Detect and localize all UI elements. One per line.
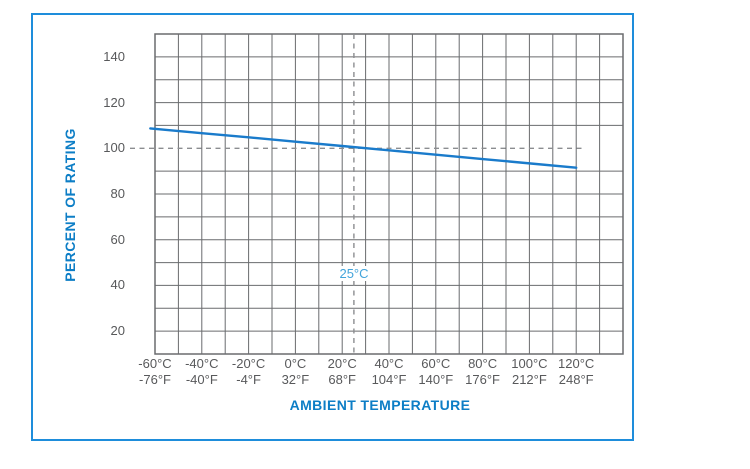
gridlines [154,33,624,355]
reference-lines [130,34,584,354]
x-tick-label-fahrenheit: 140°F [418,372,454,387]
y-tick-label: 80 [110,186,125,201]
reference-line-25c-label: 25°C [324,266,384,282]
x-tick-label-celsius: 80°C [468,356,498,371]
x-tick-label-fahrenheit: 248°F [558,372,594,387]
x-tick-label-celsius: 0°C [284,356,307,371]
x-tick-label-celsius: -40°C [185,356,219,371]
y-tick-label: 20 [110,323,125,339]
chart-frame [31,13,634,441]
x-tick-label-celsius: 120°C [558,356,595,371]
y-tick-label: 60 [110,231,125,247]
y-axis-title: PERCENT OF RATING [62,128,78,282]
x-tick-label-fahrenheit: 68°F [328,372,356,387]
x-tick-label-celsius: -60°C [138,356,172,371]
x-tick-label-fahrenheit: 212°F [511,372,547,387]
y-tick-label: 140 [103,48,125,64]
x-axis-title: AMBIENT TEMPERATURE [289,397,471,413]
reference-line-25c-label-text: 25°C [337,266,371,281]
x-tick-label-celsius: 100°C [511,356,548,371]
plot-area [130,33,624,355]
x-tick-label-fahrenheit: 32°F [281,372,310,387]
plot-border [154,33,624,355]
y-tick-label: 40 [110,277,125,293]
x-tick-label-fahrenheit: 104°F [371,372,407,387]
y-tick-label: 100 [103,140,125,156]
x-tick-label-celsius: 60°C [421,356,451,371]
percent-of-rating-derating-curve-line [149,127,578,169]
x-tick-label-celsius: -20°C [231,356,266,371]
x-tick-label-celsius: 20°C [327,356,357,371]
x-tick-label-fahrenheit: -40°F [185,372,218,387]
x-tick-label-fahrenheit: -4°F [236,372,261,387]
x-tick-label-fahrenheit: 176°F [465,372,501,387]
x-tick-label-fahrenheit: -76°F [139,372,171,387]
x-tick-label-celsius: 40°C [374,356,404,371]
y-tick-label: 120 [103,94,125,110]
data-series [149,127,578,169]
